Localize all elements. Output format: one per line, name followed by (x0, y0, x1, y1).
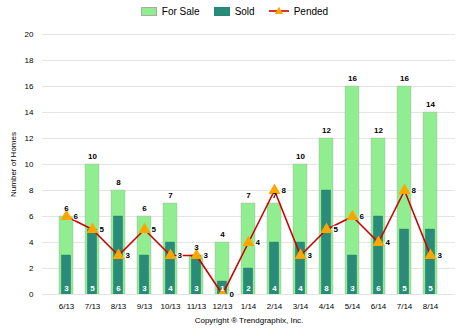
svg-text:5: 5 (100, 225, 105, 234)
svg-text:3/14: 3/14 (293, 302, 309, 311)
svg-text:10/13: 10/13 (160, 302, 181, 311)
svg-text:16: 16 (348, 74, 357, 83)
svg-text:8/14: 8/14 (423, 302, 439, 311)
svg-text:7: 7 (272, 191, 277, 200)
svg-text:14: 14 (426, 100, 435, 109)
svg-text:14: 14 (25, 108, 34, 117)
svg-text:16: 16 (400, 74, 409, 83)
svg-text:Number of Homes: Number of Homes (9, 132, 18, 197)
svg-text:3: 3 (308, 251, 313, 260)
svg-text:4: 4 (29, 238, 34, 247)
svg-text:4/14: 4/14 (319, 302, 335, 311)
svg-text:6/14: 6/14 (371, 302, 387, 311)
svg-text:7/13: 7/13 (85, 302, 101, 311)
svg-text:5/14: 5/14 (345, 302, 361, 311)
svg-text:16: 16 (25, 82, 34, 91)
svg-text:10: 10 (88, 152, 97, 161)
svg-text:Copyright ® Trendgraphix, Inc.: Copyright ® Trendgraphix, Inc. (195, 316, 304, 325)
svg-text:4: 4 (168, 284, 173, 293)
svg-text:3: 3 (204, 251, 209, 260)
svg-text:8: 8 (282, 186, 287, 195)
svg-text:0: 0 (230, 290, 235, 299)
svg-text:2: 2 (29, 264, 34, 273)
svg-text:10: 10 (25, 160, 34, 169)
svg-text:3: 3 (194, 243, 199, 252)
svg-text:12: 12 (25, 134, 34, 143)
svg-text:5: 5 (152, 225, 157, 234)
svg-text:2: 2 (246, 284, 251, 293)
svg-text:1: 1 (220, 284, 225, 293)
html-text:Sold: Sold (234, 5, 255, 17)
svg-text:3: 3 (126, 251, 131, 260)
svg-text:3: 3 (350, 284, 355, 293)
svg-text:6: 6 (142, 204, 147, 213)
svg-text:3: 3 (438, 251, 443, 260)
svg-text:12/13: 12/13 (212, 302, 233, 311)
svg-text:7/14: 7/14 (397, 302, 413, 311)
svg-text:8/13: 8/13 (111, 302, 127, 311)
svg-text:6/13: 6/13 (59, 302, 75, 311)
svg-text:11/13: 11/13 (187, 302, 207, 311)
svg-text:2/14: 2/14 (267, 302, 283, 311)
svg-text:18: 18 (25, 56, 34, 65)
svg-text:8: 8 (116, 178, 121, 187)
svg-text:7: 7 (246, 191, 251, 200)
svg-text:6: 6 (29, 212, 34, 221)
svg-text:4: 4 (386, 238, 391, 247)
svg-text:8: 8 (29, 186, 34, 195)
svg-text:4: 4 (256, 238, 261, 247)
html-text:For Sale: For Sale (161, 5, 200, 17)
svg-text:3: 3 (194, 284, 199, 293)
svg-text:12: 12 (374, 126, 383, 135)
svg-text:7: 7 (168, 191, 173, 200)
svg-text:6: 6 (64, 204, 69, 213)
svg-text:1/14: 1/14 (241, 302, 257, 311)
svg-text:3: 3 (142, 284, 147, 293)
svg-text:8: 8 (412, 186, 417, 195)
svg-text:6: 6 (116, 284, 121, 293)
svg-text:20: 20 (25, 30, 34, 39)
html-text:Pended: Pended (293, 5, 329, 17)
svg-text:3: 3 (178, 251, 183, 260)
svg-text:6: 6 (376, 284, 381, 293)
svg-text:5: 5 (90, 284, 95, 293)
svg-text:5: 5 (428, 284, 433, 293)
svg-text:4: 4 (220, 230, 225, 239)
svg-text:10: 10 (296, 152, 305, 161)
svg-text:3: 3 (64, 284, 69, 293)
svg-text:9/13: 9/13 (137, 302, 153, 311)
svg-text:0: 0 (29, 290, 34, 299)
svg-text:4: 4 (298, 284, 303, 293)
svg-text:6: 6 (360, 212, 365, 221)
svg-text:6: 6 (74, 212, 79, 221)
svg-text:5: 5 (402, 284, 407, 293)
svg-text:4: 4 (272, 284, 277, 293)
svg-text:12: 12 (322, 126, 331, 135)
svg-text:8: 8 (324, 284, 329, 293)
svg-text:5: 5 (334, 225, 339, 234)
